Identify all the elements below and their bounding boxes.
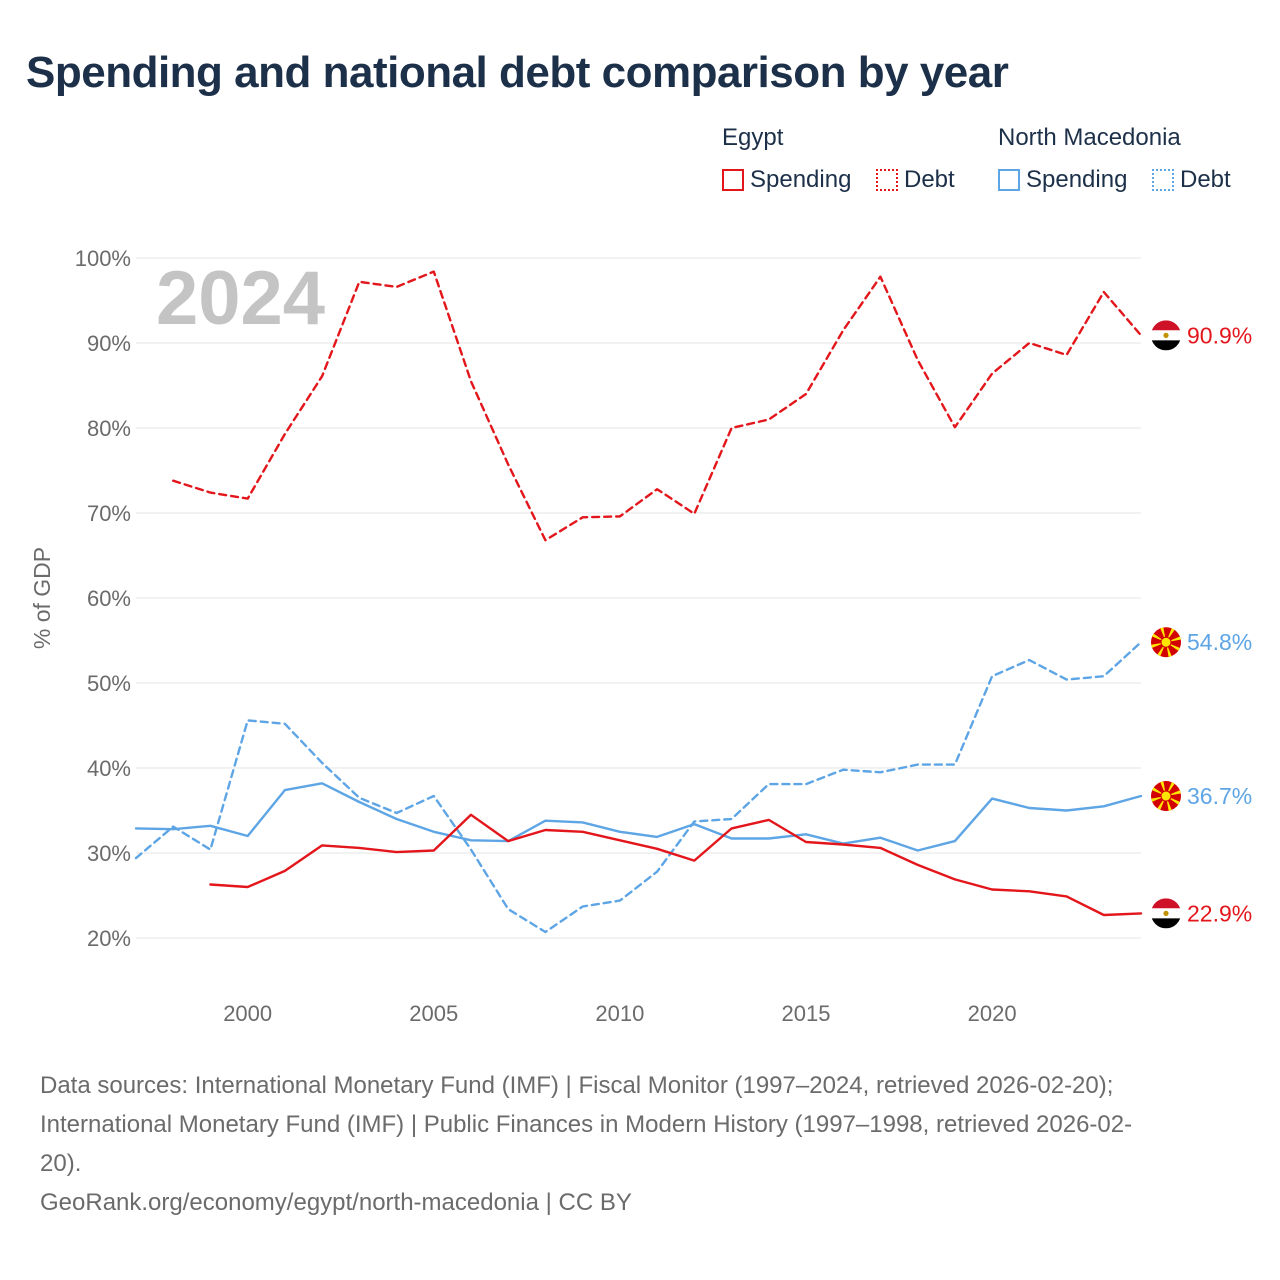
end-markers: 90.9% 54.8% 36.7% 22.9%: [1151, 320, 1252, 929]
egypt-flag-icon: [1151, 898, 1181, 929]
x-tick-label-2005: 2005: [409, 1001, 458, 1026]
y-tick-label-90: 90%: [87, 331, 131, 356]
y-tick-label-100: 100%: [75, 246, 131, 271]
year-watermark: 2024: [156, 256, 325, 341]
flag-bands: [1151, 898, 1181, 929]
source-line-3: 20).: [40, 1150, 82, 1177]
legend-egypt-title: Egypt: [722, 124, 784, 151]
legend-north-macedonia-spending[interactable]: Spending: [998, 166, 1127, 194]
legend-north-macedonia-title: North Macedonia: [998, 124, 1181, 151]
legend-swatch-solid: [998, 169, 1020, 191]
flag-band-black: [1151, 340, 1181, 351]
legend-egypt: Egypt Spending Debt: [722, 124, 972, 198]
flag-emblem: [1163, 332, 1169, 338]
series-egypt-spending: [209, 813, 1143, 917]
legend-north-macedonia-debt-label: Debt: [1180, 166, 1231, 193]
y-axis-ticks: 20% 30% 40% 50% 60% 70% 80% 90% 100%: [75, 246, 131, 951]
y-tick-label-30: 30%: [87, 841, 131, 866]
x-tick-label-2020: 2020: [968, 1001, 1017, 1026]
y-tick-label-20: 20%: [87, 926, 131, 951]
x-axis-ticks: 2000 2005 2010 2015 2020: [223, 1001, 1016, 1026]
legend-egypt-debt-label: Debt: [904, 166, 955, 193]
legend-north-macedonia-debt[interactable]: Debt: [1152, 166, 1231, 194]
egypt-flag-icon: [1151, 320, 1181, 351]
flag-sun: [1160, 636, 1172, 648]
flag-emblem: [1163, 910, 1169, 916]
north-macedonia-flag-icon: [1151, 781, 1181, 812]
series-north-macedonia-spending: [134, 782, 1143, 852]
legend-egypt-spending-label: Spending: [750, 166, 852, 193]
end-label-north-macedonia-debt: 54.8%: [1187, 629, 1252, 655]
end-marker-egypt-debt: 90.9%: [1151, 320, 1252, 351]
north-macedonia-flag-icon: [1151, 627, 1181, 658]
series-north-macedonia-debt: [134, 641, 1143, 934]
flag-band-red: [1151, 320, 1181, 331]
chart-title: Spending and national debt comparison by…: [26, 48, 1009, 97]
flag-band-black: [1151, 918, 1181, 929]
y-tick-label-60: 60%: [87, 586, 131, 611]
x-tick-label-2010: 2010: [595, 1001, 644, 1026]
flag-bands: [1151, 320, 1181, 351]
legend-north-macedonia-spending-label: Spending: [1026, 166, 1128, 193]
x-tick-label-2015: 2015: [782, 1001, 831, 1026]
legend-swatch-dotted: [1152, 169, 1174, 191]
line-chart: 20% 30% 40% 50% 60% 70% 80% 90% 100% 2000 2005 201…: [29, 246, 1252, 1026]
end-label-north-macedonia-spending: 36.7%: [1187, 783, 1252, 809]
series-egypt-debt: [171, 270, 1143, 542]
legend-north-macedonia: North Macedonia Spending Debt: [998, 124, 1258, 198]
series-layer: [134, 270, 1143, 934]
y-tick-label-40: 40%: [87, 756, 131, 781]
end-marker-egypt-spending: 22.9%: [1151, 898, 1252, 929]
flag-band-red: [1151, 898, 1181, 909]
end-label-egypt-spending: 22.9%: [1187, 900, 1252, 926]
legend-egypt-spending[interactable]: Spending: [722, 166, 851, 194]
flag-sun: [1160, 790, 1172, 802]
end-label-egypt-debt: 90.9%: [1187, 322, 1252, 348]
y-axis-label: % of GDP: [29, 547, 55, 649]
grid-lines: [136, 257, 1141, 939]
source-attribution: GeoRank.org/economy/egypt/north-macedoni…: [40, 1189, 632, 1216]
legend-swatch-solid: [722, 169, 744, 191]
y-tick-label-50: 50%: [87, 671, 131, 696]
x-tick-label-2000: 2000: [223, 1001, 272, 1026]
source-line-2: International Monetary Fund (IMF) | Publ…: [40, 1111, 1133, 1138]
end-marker-north-macedonia-debt: 54.8%: [1151, 627, 1252, 658]
y-tick-label-70: 70%: [87, 501, 131, 526]
legend-egypt-debt[interactable]: Debt: [876, 166, 955, 194]
end-marker-north-macedonia-spending: 36.7%: [1151, 781, 1252, 812]
source-line-1: Data sources: International Monetary Fun…: [40, 1072, 1114, 1099]
y-tick-label-80: 80%: [87, 416, 131, 441]
legend-swatch-dotted: [876, 169, 898, 191]
